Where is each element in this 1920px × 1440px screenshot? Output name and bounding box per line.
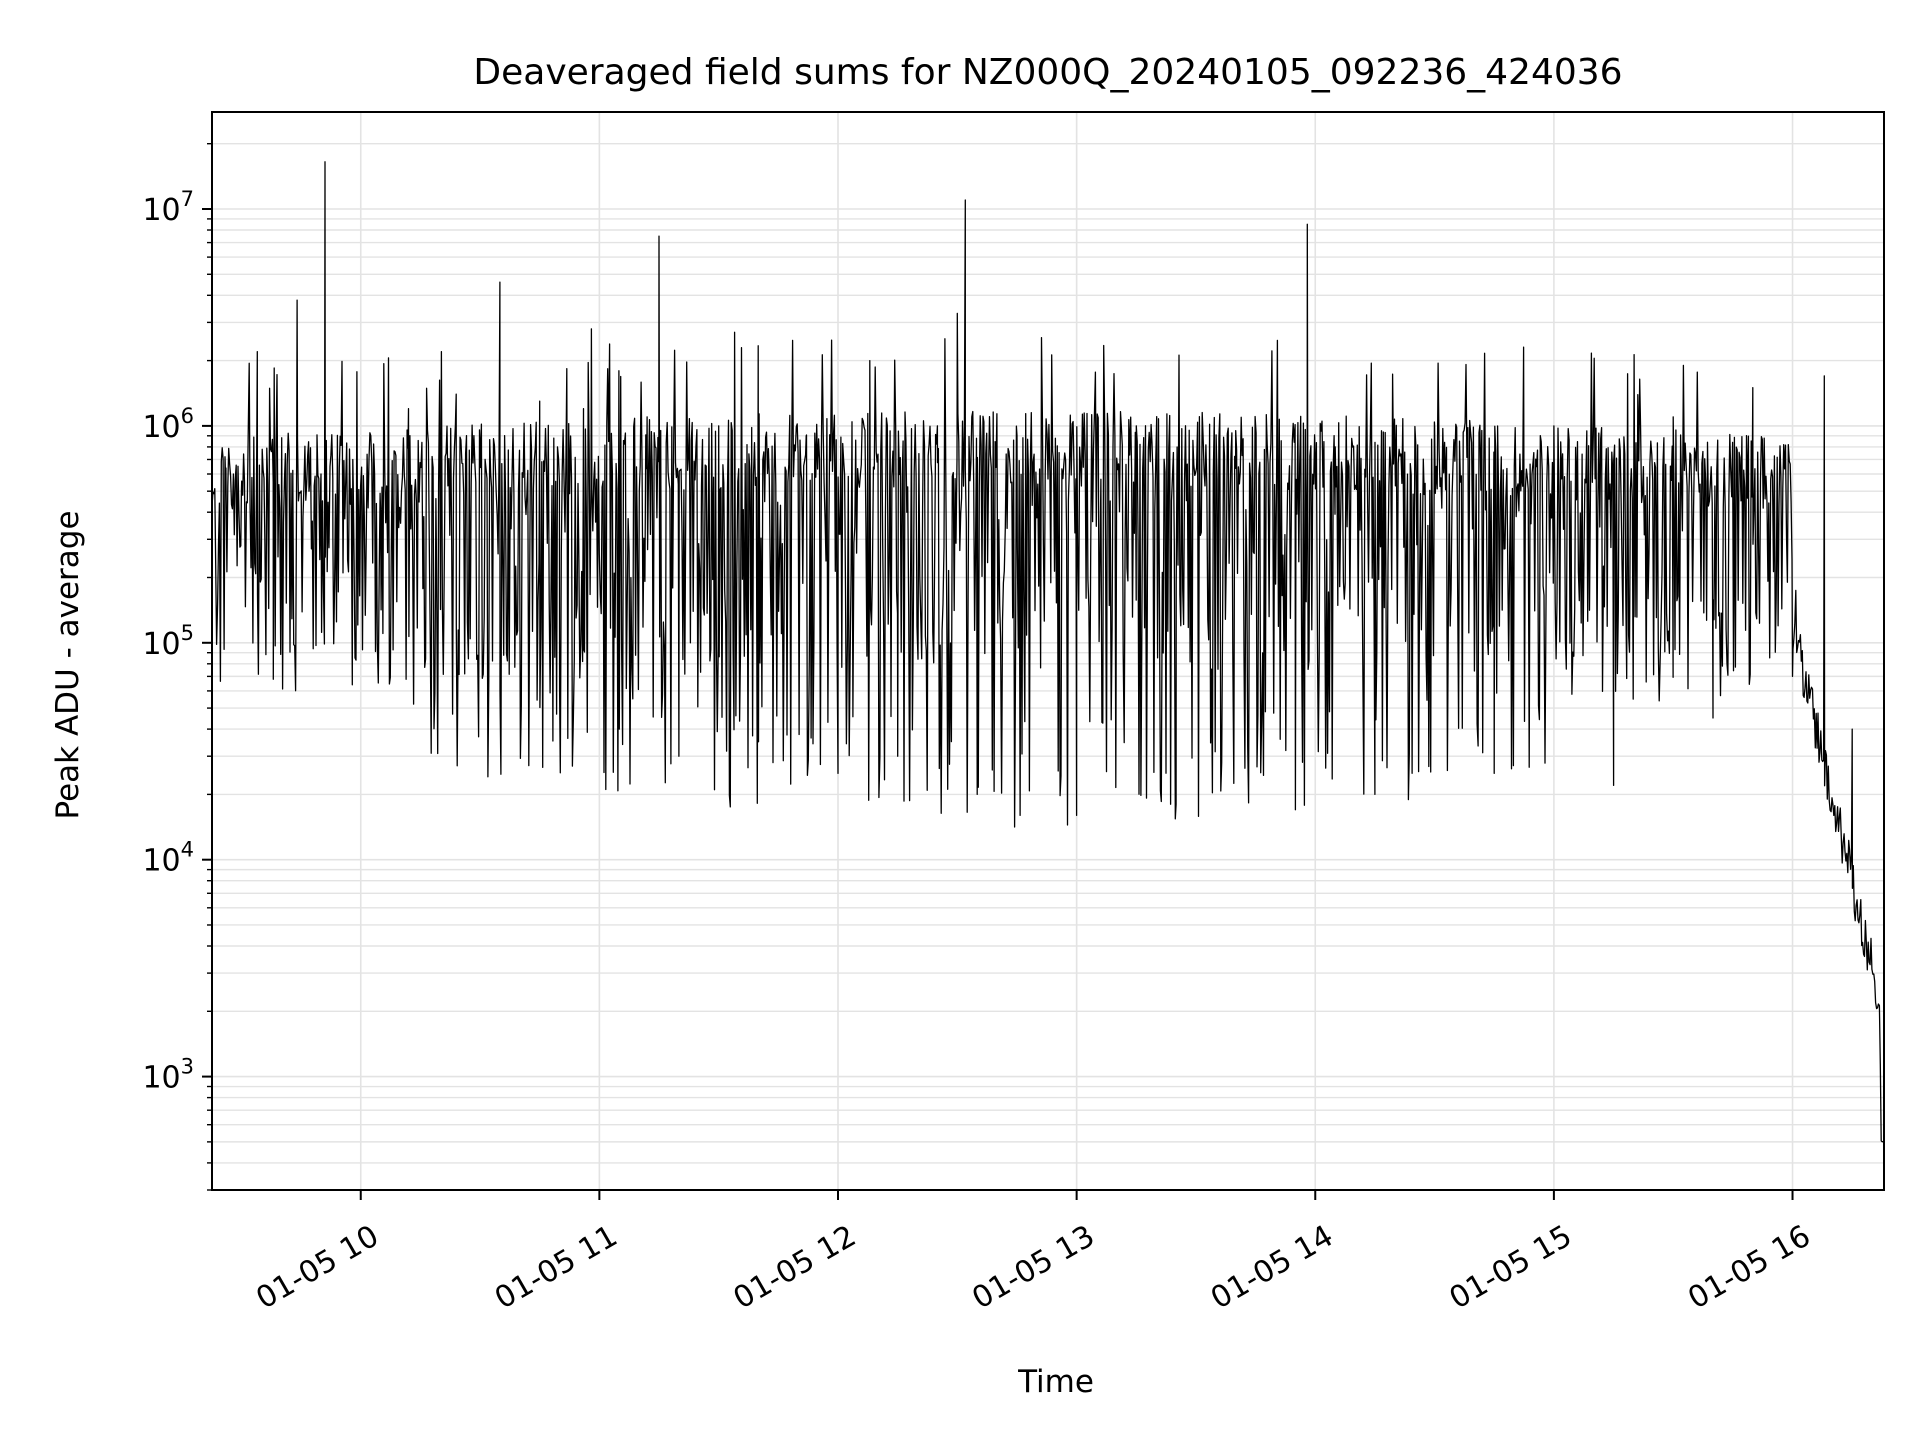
x-tick-label: 01-05 11 [489, 1219, 623, 1317]
x-tick-label: 01-05 10 [250, 1219, 384, 1317]
x-tick-label: 01-05 14 [1205, 1219, 1339, 1317]
grid [212, 112, 1884, 1191]
y-tick-label: 106 [142, 404, 194, 445]
x-tick-label: 01-05 13 [966, 1219, 1100, 1317]
x-tick-label: 01-05 12 [728, 1219, 862, 1317]
y-axis-title: Peak ADU - average [50, 510, 86, 819]
series-line [211, 161, 1884, 1143]
x-axis: 01-05 10 01-05 11 01-05 12 01-05 13 01-05 14… [250, 1190, 1817, 1317]
y-axis: 103 104 105 106 107 [142, 142, 212, 1191]
y-tick-label: 103 [142, 1055, 194, 1096]
plot-frame [211, 111, 1885, 1191]
x-axis-title: Time [1017, 1364, 1094, 1400]
chart-title: Deaveraged field sums for NZ000Q_2024010… [473, 52, 1622, 93]
y-tick-label: 105 [142, 621, 194, 662]
series-layer [211, 161, 1884, 1143]
y-tick-label: 107 [142, 187, 194, 228]
x-tick-label: 01-05 16 [1682, 1219, 1816, 1317]
x-tick-label: 01-05 15 [1444, 1219, 1578, 1317]
y-tick-label: 104 [142, 838, 194, 879]
